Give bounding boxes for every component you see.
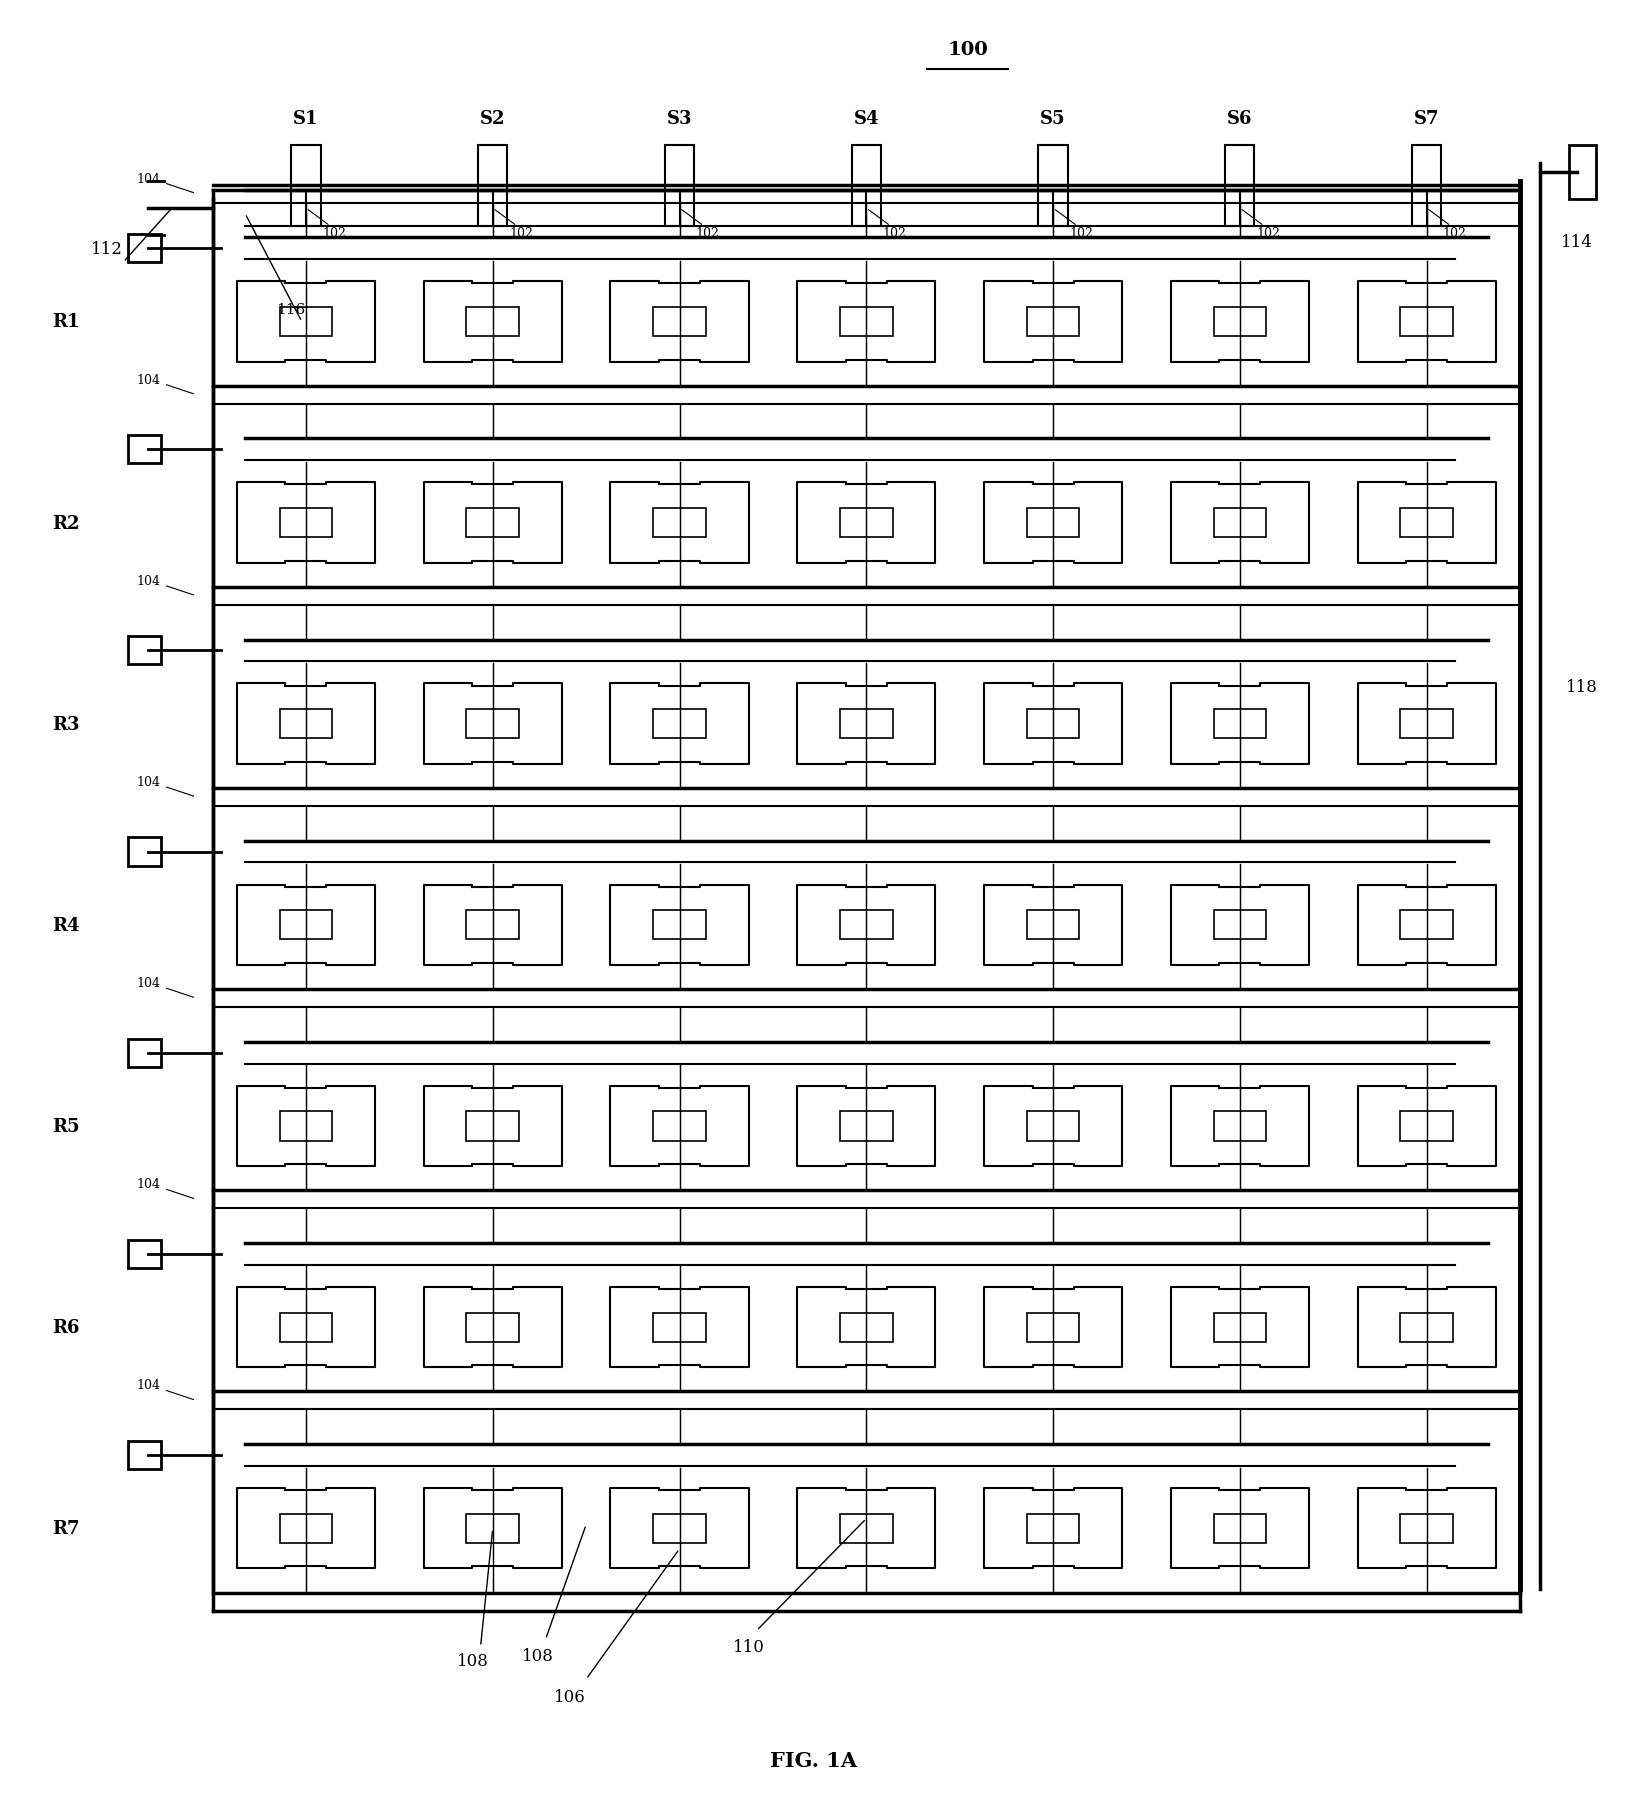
Text: R6: R6 <box>52 1319 80 1337</box>
Text: S3: S3 <box>667 110 691 128</box>
Text: 104: 104 <box>137 1178 161 1191</box>
Text: 102: 102 <box>1069 228 1093 240</box>
Text: 106: 106 <box>553 1688 586 1706</box>
Text: 104: 104 <box>137 575 161 587</box>
Text: 110: 110 <box>732 1637 765 1655</box>
Text: S6: S6 <box>1227 110 1253 128</box>
Text: 108: 108 <box>521 1646 553 1664</box>
Text: 104: 104 <box>137 172 161 186</box>
Text: 104: 104 <box>137 775 161 788</box>
Text: 102: 102 <box>1443 228 1468 240</box>
Text: R3: R3 <box>52 716 80 734</box>
Text: 102: 102 <box>882 228 906 240</box>
Text: S5: S5 <box>1040 110 1066 128</box>
Text: 102: 102 <box>322 228 347 240</box>
Text: 114: 114 <box>1560 233 1593 251</box>
Text: 102: 102 <box>1256 228 1280 240</box>
Text: 102: 102 <box>509 228 532 240</box>
Text: R4: R4 <box>52 916 80 934</box>
Text: S7: S7 <box>1414 110 1440 128</box>
Text: 104: 104 <box>137 1379 161 1391</box>
Text: R2: R2 <box>52 515 80 533</box>
Text: S2: S2 <box>480 110 506 128</box>
Text: 104: 104 <box>137 976 161 990</box>
Text: 102: 102 <box>696 228 719 240</box>
Text: R7: R7 <box>52 1520 80 1538</box>
Text: S4: S4 <box>854 110 879 128</box>
Polygon shape <box>1568 146 1596 201</box>
Text: 108: 108 <box>457 1652 488 1670</box>
Text: S1: S1 <box>293 110 319 128</box>
Text: R5: R5 <box>52 1117 80 1135</box>
Text: R1: R1 <box>52 313 80 331</box>
Text: 104: 104 <box>137 374 161 387</box>
Text: 112: 112 <box>91 240 124 258</box>
Text: 118: 118 <box>1565 678 1598 696</box>
Text: FIG. 1A: FIG. 1A <box>770 1751 857 1771</box>
Text: 116: 116 <box>277 304 306 316</box>
Text: 100: 100 <box>947 42 988 60</box>
